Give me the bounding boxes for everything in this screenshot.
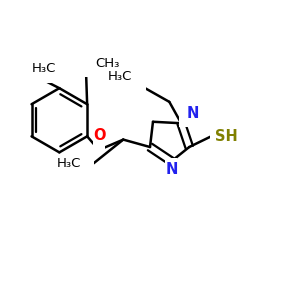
Text: O: O bbox=[93, 128, 106, 143]
Text: N: N bbox=[187, 106, 199, 122]
FancyBboxPatch shape bbox=[166, 158, 177, 170]
Text: H₃C: H₃C bbox=[57, 158, 81, 170]
Text: H₃C: H₃C bbox=[108, 70, 132, 83]
Text: CH₃: CH₃ bbox=[96, 57, 120, 70]
FancyBboxPatch shape bbox=[179, 116, 191, 128]
FancyBboxPatch shape bbox=[210, 130, 228, 142]
Text: N: N bbox=[166, 162, 178, 177]
Text: SH: SH bbox=[215, 129, 238, 144]
FancyBboxPatch shape bbox=[119, 78, 146, 91]
FancyBboxPatch shape bbox=[80, 64, 107, 77]
FancyBboxPatch shape bbox=[93, 140, 105, 152]
FancyBboxPatch shape bbox=[29, 70, 56, 83]
Text: H₃C: H₃C bbox=[32, 62, 56, 75]
FancyBboxPatch shape bbox=[68, 157, 94, 170]
